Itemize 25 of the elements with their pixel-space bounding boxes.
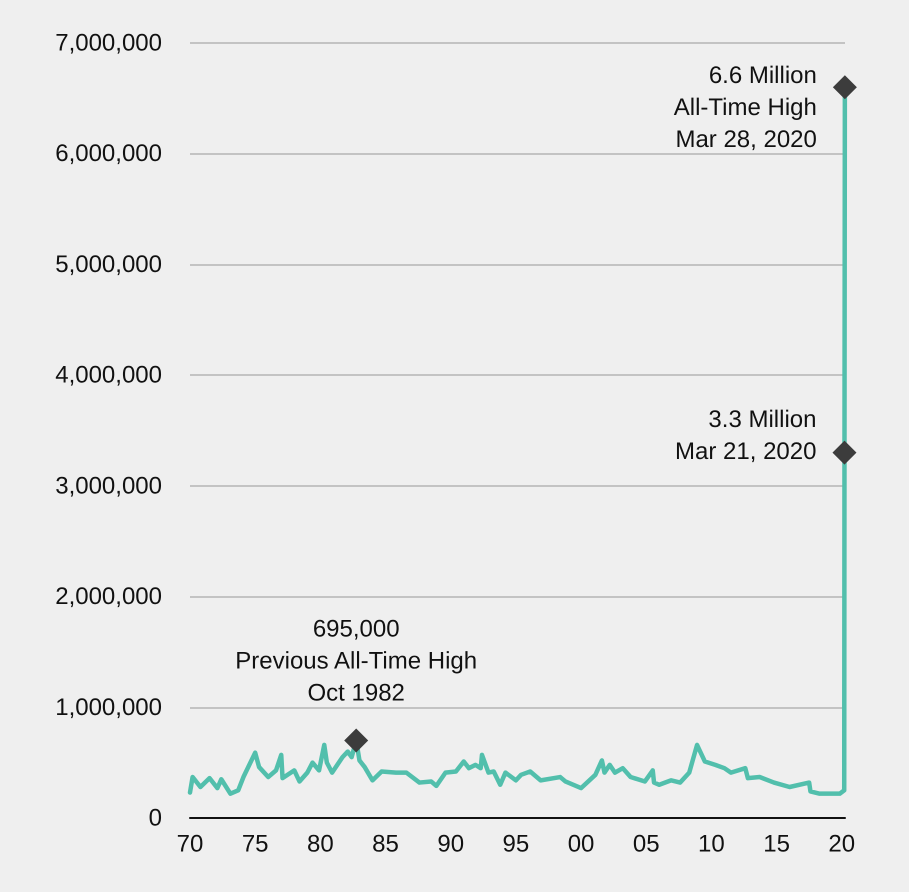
- point: [832, 440, 856, 465]
- x-tick-label: 85: [372, 830, 399, 858]
- x-tick-label: 95: [502, 830, 530, 858]
- y-tick-label: 6,000,000: [55, 140, 162, 168]
- point: [832, 75, 857, 100]
- x-tick-label: 90: [437, 830, 464, 858]
- x-tick-label: 00: [568, 830, 594, 858]
- y-tick-label: 3,000,000: [55, 472, 162, 500]
- annotation: 695,000 Previous All-Time High Oct 1982: [235, 616, 478, 707]
- x-tick-label: 05: [632, 830, 660, 858]
- y-tick-label: 1,000,000: [55, 694, 162, 721]
- point: [344, 728, 368, 752]
- x-tick-label: 20: [828, 830, 856, 858]
- x-tick-label: 80: [306, 830, 334, 858]
- y-tick-label: 5,000,000: [55, 250, 162, 278]
- y-tick-label: 0: [148, 804, 162, 832]
- x-tick-label: 70: [176, 830, 204, 858]
- x-tick-label: 75: [242, 830, 269, 858]
- annotation: 3.3 Million Mar 21, 2020: [675, 406, 816, 466]
- x-tick-label: 15: [763, 830, 790, 858]
- x-tick-label: 10: [698, 830, 725, 858]
- y-tick-label: 4,000,000: [55, 362, 162, 389]
- y-tick-label: 7,000,000: [55, 30, 162, 56]
- annotation: 6.6 Million All-Time High Mar 28, 2020: [674, 62, 817, 153]
- y-tick-label: 2,000,000: [55, 583, 162, 610]
